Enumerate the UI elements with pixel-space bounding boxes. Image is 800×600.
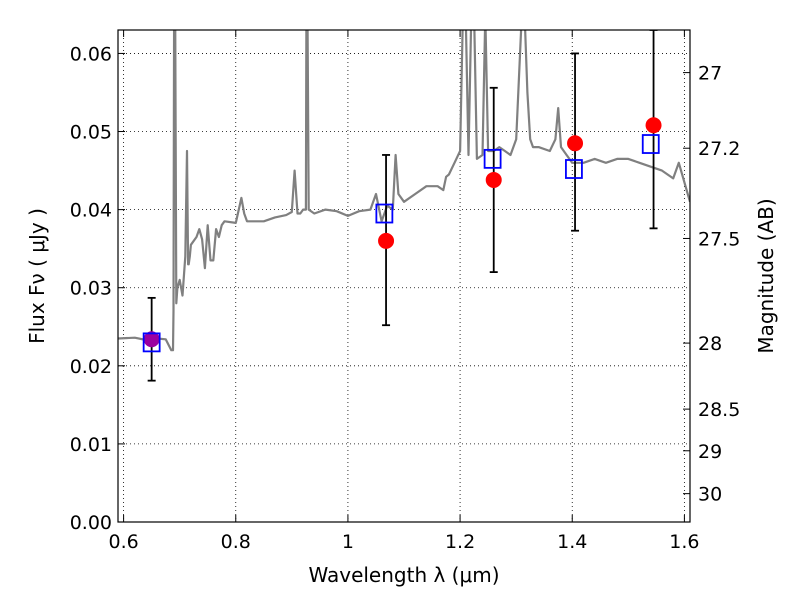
grid [118, 30, 690, 523]
observed-point [485, 171, 502, 188]
y2-tick-label: 27.5 [698, 228, 740, 250]
model-point [375, 203, 394, 224]
model-point [142, 332, 161, 353]
error-bars [147, 30, 658, 382]
template-spectrum-line [118, 30, 690, 352]
y-tick-label: 0.04 [70, 200, 112, 222]
x-tick-label: 1 [342, 531, 354, 553]
y-tick-label: 0.01 [70, 434, 112, 456]
model-points [142, 134, 660, 353]
observed-points [143, 117, 662, 348]
y-tick-label: 0.06 [70, 43, 112, 65]
y2-tick-label: 29 [698, 441, 722, 463]
observed-point [378, 232, 395, 249]
plot-frame [117, 29, 691, 523]
x-tick-label: 0.6 [108, 531, 138, 553]
y2-tick-label: 30 [698, 484, 722, 506]
model-point [641, 134, 660, 154]
x-tick-label: 1.4 [557, 531, 587, 553]
ticks: 0.6 0.8 1 1.2 1.4 1.6 0.00 0.01 0.02 0.03 0.04 0.05… [70, 30, 740, 553]
y2-tick-label: 28 [698, 333, 722, 355]
y-tick-label: 0.03 [70, 278, 112, 300]
y-tick-label: 0.05 [70, 122, 112, 144]
observed-point [567, 135, 584, 152]
y-tick-label: 0.00 [70, 512, 112, 534]
y2-axis-label: Magnitude (AB) [754, 198, 778, 353]
x-tick-label: 0.8 [221, 531, 251, 553]
x-tick-label: 1.2 [445, 531, 475, 553]
y2-tick-label: 27 [698, 63, 722, 85]
x-axis-label: Wavelength λ (μm) [308, 563, 499, 587]
y-axis-label: Flux Fν ( μJy ) [25, 208, 49, 344]
y2-tick-label: 27.2 [698, 138, 740, 160]
template-spectrum [118, 30, 690, 352]
y2-tick-label: 28.5 [698, 399, 740, 421]
model-point [483, 148, 502, 169]
y-tick-label: 0.02 [70, 356, 112, 378]
model-point [565, 159, 583, 179]
observed-point [645, 117, 662, 134]
x-tick-label: 1.6 [669, 531, 699, 553]
